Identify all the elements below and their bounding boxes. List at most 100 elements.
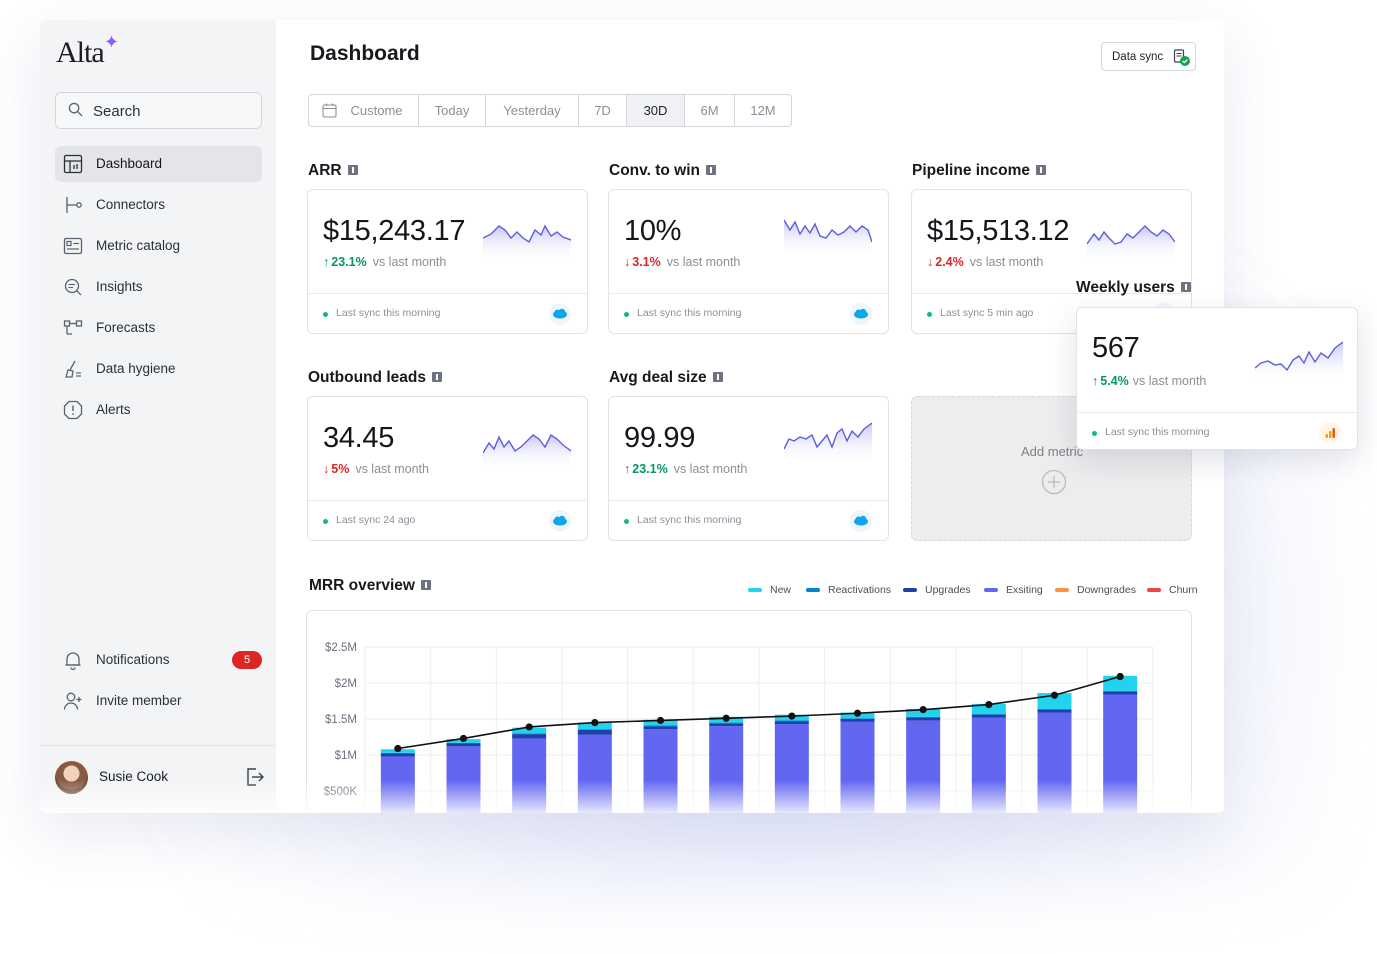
metric-card[interactable]: 99.99 ↑ 23.1% vs last month Last sync this… [608,396,889,541]
weekly-users-card[interactable]: 567 ↑ 5.4% vs last month Last sync this mo… [1076,307,1358,450]
data-sync-label: Data sync [1112,51,1163,63]
info-icon[interactable] [432,372,442,382]
sync-status-dot [624,519,629,524]
sync-status-icon [1173,49,1191,67]
salesforce-glyph [850,303,872,325]
change-vs: vs last month [355,462,429,476]
metric-card[interactable]: $15,243.17 ↑ 23.1% vs last month Last sync… [307,189,588,334]
weekly-users-title: Weekly users [1076,279,1191,297]
metric-title: Outbound leads [308,369,442,387]
sidebar-item-connectors[interactable]: Connectors [55,187,262,223]
info-icon[interactable] [348,165,358,175]
sparkline [483,218,571,263]
metric-change: ↑ 23.1% vs last month [323,255,446,269]
arrow-up-icon: ↑ [1092,374,1098,388]
sidebar-item-label: Data hygiene [96,361,176,376]
change-vs: vs last month [373,255,447,269]
sidebar-item-label: Insights [96,279,143,294]
metric-change: ↑ 23.1% vs last month [624,462,747,476]
range-6m[interactable]: 6M [685,95,735,126]
sidebar-item-notifications[interactable]: Notifications 5 [55,642,262,678]
bar-segment-reactivations [1103,691,1137,692]
sparkle-icon: ✦ [104,32,119,53]
sidebar-item-alerts[interactable]: Alerts [55,392,262,428]
total-point [526,723,533,730]
dashboard-icon [63,154,83,174]
search-input[interactable]: Search [55,92,262,129]
sidebar-item-label: Alerts [96,402,131,417]
sidebar-item-invite-member[interactable]: Invite member [55,683,262,719]
last-sync-text: Last sync this morning [1105,426,1209,438]
sidebar-item-data-hygiene[interactable]: Data hygiene [55,351,262,387]
sidebar-item-forecasts[interactable]: Forecasts [55,310,262,346]
legend-item: Churn [1147,584,1198,596]
last-sync-text: Last sync this morning [637,307,741,319]
add-user-icon [63,691,83,711]
search-icon [68,102,83,117]
sidebar-item-insights[interactable]: Insights [55,269,262,305]
bar-segment-reactivations [709,723,743,724]
metric-card[interactable]: 34.45 ↓ 5% vs last month Last sync 24 ago [307,396,588,541]
metric-card[interactable]: 10% ↓ 3.1% vs last month Last sync this mo… [608,189,889,334]
sidebar-item-label: Notifications [96,652,170,667]
bar-segment-reactivations [775,720,809,721]
metric-title: Pipeline income [912,162,1046,180]
info-icon[interactable] [1181,282,1191,292]
metric-title: ARR [308,162,358,180]
change-vs: vs last month [667,255,741,269]
sidebar-item-label: Connectors [96,197,165,212]
range-yesterday[interactable]: Yesterday [486,95,579,126]
card-footer: Last sync 24 ago [308,500,587,541]
sidebar-item-dashboard[interactable]: Dashboard [55,146,262,182]
salesforce-icon [850,303,872,325]
metric-title: Avg deal size [609,369,723,387]
change-value: 2.4% [935,255,964,269]
bar-segment-reactivations [512,733,546,734]
range-12m[interactable]: 12M [735,95,791,126]
bar-segment-reactivations [644,725,678,726]
total-point [920,706,927,713]
last-sync-text: Last sync 5 min ago [940,307,1033,319]
total-point [1117,673,1124,680]
range-label: 30D [644,103,668,118]
legend-swatch [984,588,998,592]
total-point [591,719,598,726]
bar-segment-upgrades [512,734,546,738]
legend-swatch [748,588,762,592]
alert-icon [63,400,83,420]
metric-value: 34.45 [323,422,394,455]
data-sync-button[interactable]: Data sync [1101,42,1196,71]
bar-segment-upgrades [972,715,1006,718]
range-7d[interactable]: 7D [579,95,627,126]
info-icon[interactable] [706,165,716,175]
legend-swatch [1147,588,1161,592]
info-icon[interactable] [421,580,431,590]
card-footer: Last sync this morning [308,293,587,334]
sparkline [1255,338,1343,383]
metric-value: 10% [624,215,681,248]
sparkline [784,212,872,257]
google-analytics-icon [1319,422,1341,444]
legend-item: Upgrades [903,584,971,596]
range-custom[interactable]: Custome [309,95,419,126]
metric-change: ↓ 5% vs last month [323,462,429,476]
range-today[interactable]: Today [419,95,486,126]
range-30d[interactable]: 30D [627,95,685,126]
range-label: 12M [750,103,775,118]
total-point [460,735,467,742]
legend-label: New [770,584,791,596]
sidebar-item-metric-catalog[interactable]: Metric catalog [55,228,262,264]
total-point [985,701,992,708]
info-icon[interactable] [1036,165,1046,175]
notification-count-badge: 5 [232,651,262,669]
legend-swatch [903,588,917,592]
last-sync-text: Last sync this morning [336,307,440,319]
legend-item: Exsiting [984,584,1043,596]
info-icon[interactable] [713,372,723,382]
metric-value: $15,243.17 [323,215,465,248]
legend-label: Churn [1169,584,1198,596]
add-metric-label: Add metric [1021,444,1083,459]
change-value: 5% [331,462,349,476]
range-label: 6M [700,103,718,118]
y-tick-label: $2M [335,678,357,690]
